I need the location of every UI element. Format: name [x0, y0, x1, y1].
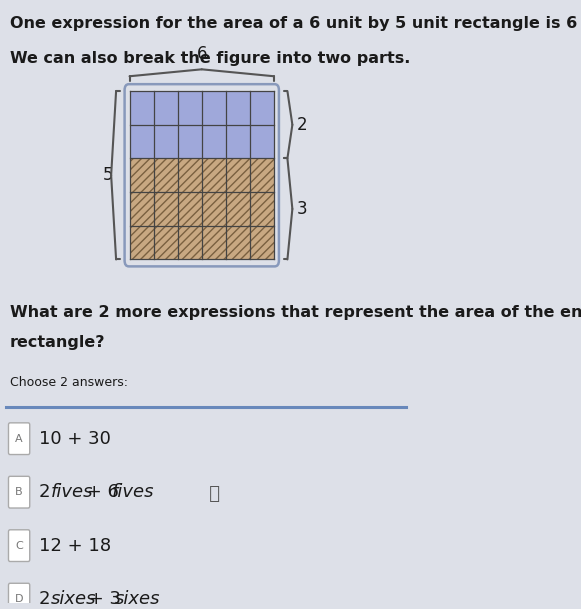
Text: A: A	[15, 434, 23, 444]
Text: fives: fives	[51, 483, 94, 501]
Text: 2: 2	[39, 483, 56, 501]
Text: 2: 2	[39, 590, 56, 608]
Text: B: B	[15, 487, 23, 497]
Bar	[130, 158, 274, 259]
Text: 👆: 👆	[209, 483, 220, 501]
Text: 3: 3	[297, 200, 307, 218]
Text: + 6: + 6	[81, 483, 125, 501]
Text: fives: fives	[112, 483, 155, 501]
Text: + 3: + 3	[83, 590, 127, 608]
Text: 5: 5	[103, 166, 113, 185]
FancyBboxPatch shape	[9, 423, 30, 454]
Text: Choose 2 answers:: Choose 2 answers:	[10, 376, 128, 389]
Text: We can also break the figure into two parts.: We can also break the figure into two pa…	[10, 52, 410, 66]
Text: C: C	[15, 541, 23, 551]
FancyBboxPatch shape	[9, 530, 30, 561]
Text: 2: 2	[297, 116, 307, 134]
Text: One expression for the area of a 6 unit by 5 unit rectangle is 6 × 5.: One expression for the area of a 6 unit …	[10, 16, 581, 31]
Text: sixes: sixes	[51, 590, 96, 608]
FancyBboxPatch shape	[9, 476, 30, 508]
Bar	[130, 91, 274, 158]
Bar	[130, 158, 274, 259]
Text: D: D	[15, 594, 23, 604]
Text: 12 + 18: 12 + 18	[39, 537, 111, 555]
Text: What are 2 more expressions that represent the area of the entire: What are 2 more expressions that represe…	[10, 305, 581, 320]
Text: rectangle?: rectangle?	[10, 335, 105, 350]
Text: 6: 6	[196, 46, 207, 63]
Text: sixes: sixes	[114, 590, 160, 608]
FancyBboxPatch shape	[9, 583, 30, 609]
Text: 10 + 30: 10 + 30	[39, 430, 111, 448]
